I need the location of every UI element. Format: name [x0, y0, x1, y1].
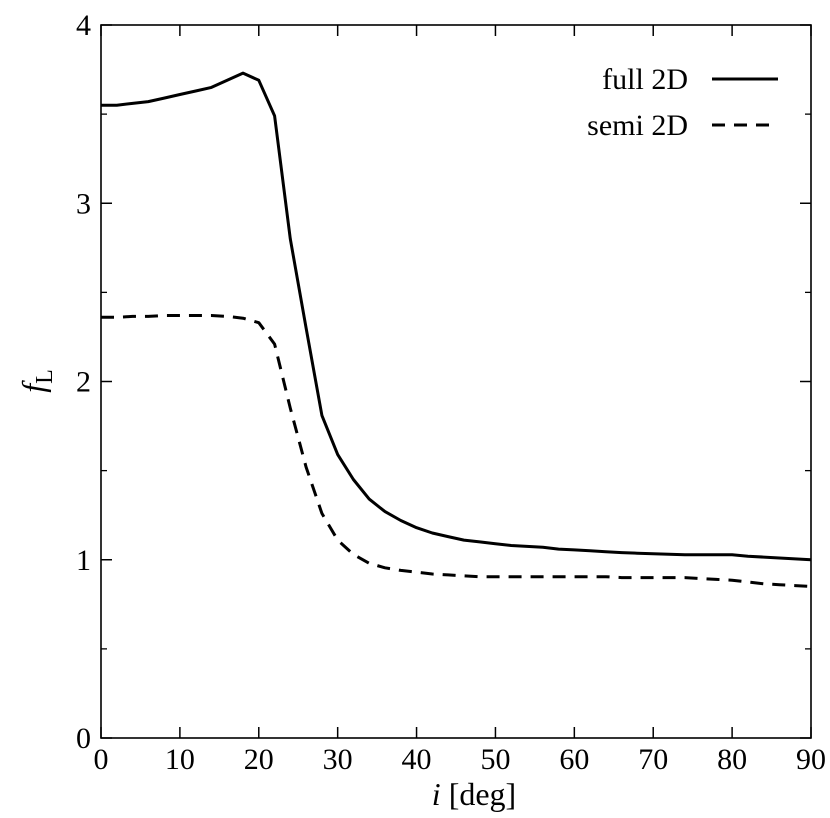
x-tick-label: 90	[796, 743, 826, 776]
x-tick-label: 0	[94, 743, 109, 776]
y-tick-label: 3	[76, 187, 91, 220]
y-axis-subscript: L	[32, 369, 58, 384]
y-axis-label: fL	[15, 369, 58, 393]
x-tick-label: 50	[480, 743, 510, 776]
x-tick-label: 20	[244, 743, 274, 776]
series-line-full-2d	[101, 71, 812, 562]
x-tick-label: 30	[323, 743, 353, 776]
x-tick-label: 10	[165, 743, 195, 776]
legend-label: semi 2D	[587, 109, 688, 142]
tick-marks	[100, 24, 812, 739]
x-axis-label: i [deg]	[432, 776, 516, 812]
y-tick-label: 1	[76, 544, 91, 577]
x-axis-symbol: i	[432, 776, 441, 812]
y-tick-label: 2	[76, 366, 91, 399]
legend: full 2D semi 2D	[587, 63, 778, 142]
y-tick-label: 0	[76, 722, 91, 755]
x-tick-label: 70	[638, 743, 668, 776]
series-layer	[101, 71, 812, 588]
plot-frame	[100, 24, 812, 739]
x-tick-label: 80	[717, 743, 747, 776]
x-tick-label: 40	[402, 743, 432, 776]
series-line-semi-2d	[101, 314, 812, 588]
x-tick-label: 60	[559, 743, 589, 776]
x-axis-unit: [deg]	[449, 776, 517, 812]
y-tick-label: 4	[76, 9, 91, 42]
tick-labels: 0 10 20 30 40 50 60 70 80 90 0 1 2 3 4	[76, 9, 826, 776]
legend-label: full 2D	[602, 63, 688, 96]
